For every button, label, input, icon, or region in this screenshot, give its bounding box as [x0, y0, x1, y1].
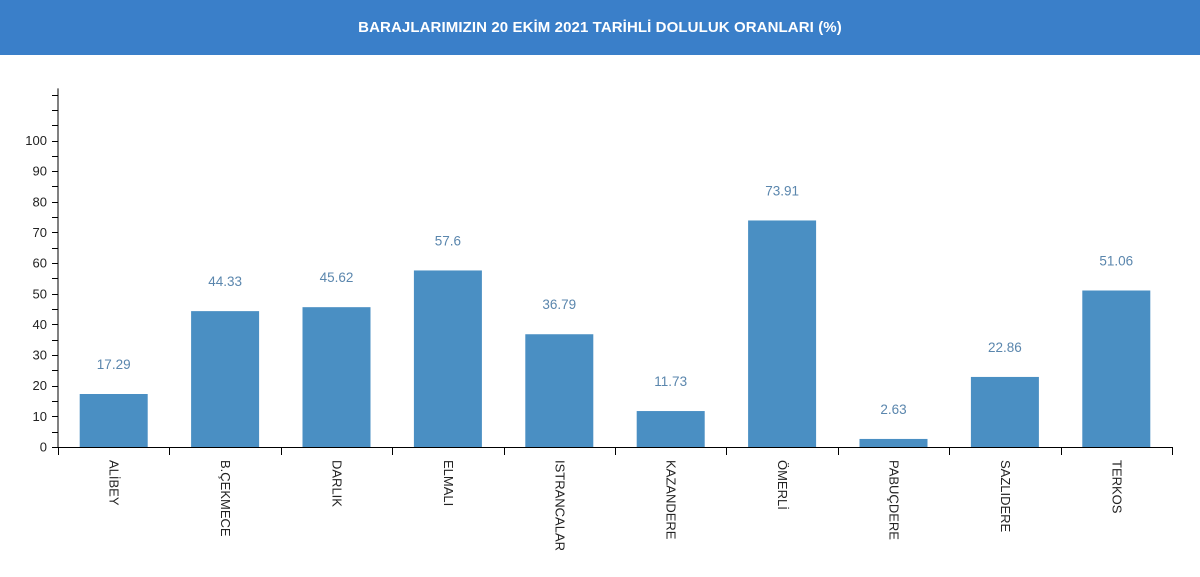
- y-tick-label: 50: [33, 286, 47, 301]
- y-tick-label: 90: [33, 164, 47, 179]
- x-tick-label: B.ÇEKMECE: [218, 460, 233, 537]
- chart-title: BARAJLARIMIZIN 20 EKİM 2021 TARİHLİ DOLU…: [358, 19, 842, 36]
- data-label: 44.33: [208, 274, 242, 289]
- data-label: 2.63: [880, 402, 906, 417]
- data-label: 36.79: [542, 297, 576, 312]
- x-tick-label: ÖMERLİ: [775, 460, 790, 510]
- y-tick-label: 30: [33, 348, 47, 363]
- x-tick-label: PABUÇDERE: [887, 460, 902, 540]
- value-labels: 17.29 44.33 45.62 57.6 36.79 11.73 73.91 2.63 22…: [97, 183, 1133, 416]
- data-label: 17.29: [97, 357, 131, 372]
- bar: [636, 411, 705, 447]
- bar: [1082, 290, 1151, 447]
- x-tick-label: ISTRANCALAR: [552, 460, 567, 551]
- bar: [748, 220, 817, 447]
- y-tick-label: 70: [33, 225, 47, 240]
- y-tick-label: 20: [33, 378, 47, 393]
- x-tick-label: DARLIK: [330, 460, 345, 507]
- y-tick-label: 60: [33, 256, 47, 271]
- data-label: 45.62: [320, 270, 354, 285]
- data-label: 73.91: [765, 183, 799, 198]
- x-tick-label: ALİBEY: [107, 460, 122, 506]
- x-tick-label: SAZLIDERE: [998, 460, 1013, 533]
- bar: [191, 311, 260, 447]
- data-label: 22.86: [988, 340, 1022, 355]
- y-tick-label: 100: [25, 133, 47, 148]
- y-axis: 0 10 20 30 40 50 60 70 80 90 100: [25, 88, 59, 455]
- y-tick-label: 10: [33, 409, 47, 424]
- y-tick-label: 0: [40, 440, 47, 455]
- category-labels: ALİBEY B.ÇEKMECE DARLIK ELMALI ISTRANCALAR KA…: [107, 460, 1125, 551]
- x-tick-label: KAZANDERE: [664, 460, 679, 540]
- y-tick-label: 40: [33, 317, 47, 332]
- bars: [79, 220, 1151, 447]
- data-label: 11.73: [654, 374, 687, 389]
- bar: [525, 334, 594, 447]
- bar: [859, 438, 928, 447]
- data-label: 51.06: [1099, 254, 1133, 269]
- bar: [970, 376, 1039, 447]
- bar: [413, 270, 482, 447]
- data-label: 57.6: [435, 233, 461, 248]
- bar-chart: 0 10 20 30 40 50 60 70 80 90 100 17.29 44.33 45.62 57…: [25, 88, 1173, 551]
- x-tick-label: ELMALI: [441, 460, 456, 506]
- chart-header: BARAJLARIMIZIN 20 EKİM 2021 TARİHLİ DOLU…: [0, 0, 1200, 55]
- bar: [302, 307, 371, 447]
- x-axis: [52, 447, 1173, 455]
- bar: [79, 394, 148, 447]
- y-tick-label: 80: [33, 194, 47, 209]
- x-tick-label: TERKOS: [1109, 460, 1124, 514]
